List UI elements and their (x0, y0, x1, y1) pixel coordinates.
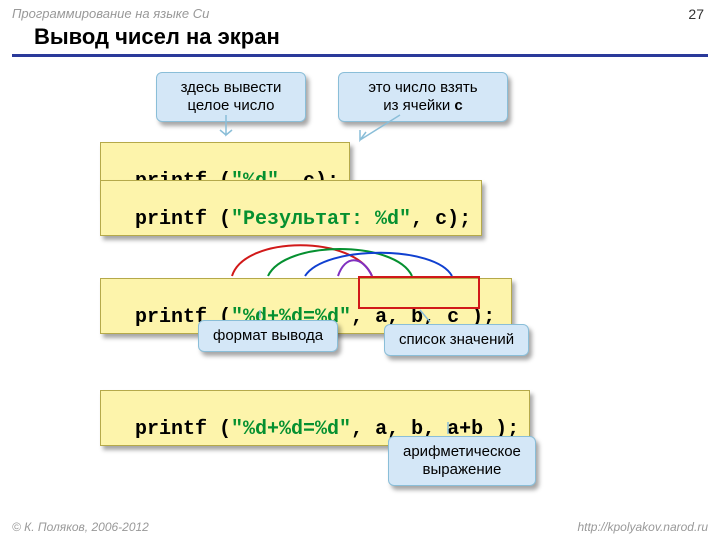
callout-text: целое число (188, 97, 275, 114)
callout-format: формат вывода (198, 320, 338, 352)
callout-integer: здесь вывести целое число (156, 72, 306, 122)
code-text: , c); (411, 208, 471, 231)
callout-text: здесь вывести (181, 79, 282, 96)
slide-title: Вывод чисел на экран (34, 24, 280, 50)
callout-text: из ячейки (383, 97, 454, 114)
code-format: "Результат: %d" (231, 208, 411, 231)
callout-text: арифметическое (403, 443, 521, 460)
callout-text: формат вывода (213, 327, 323, 344)
callout-text: выражение (423, 461, 502, 478)
code-text: printf ( (135, 208, 231, 231)
callout-text: это число взять (368, 79, 477, 96)
callout-cell-c: это число взять из ячейки c (338, 72, 508, 122)
top-label: Программирование на языке Си (12, 6, 209, 21)
page-number: 27 (688, 6, 704, 22)
code-printf-2: printf ("Результат: %d", c); (100, 180, 482, 236)
callout-bold-c: c (454, 97, 462, 114)
callout-text: список значений (399, 331, 514, 348)
title-rule (12, 54, 708, 57)
callout-values: список значений (384, 324, 529, 356)
callout-expression: арифметическое выражение (388, 436, 536, 486)
footer-url: http://kpolyakov.narod.ru (577, 520, 708, 534)
code-format: "%d+%d=%d" (231, 418, 351, 441)
code-text: printf ( (135, 418, 231, 441)
footer-copyright: © К. Поляков, 2006-2012 (12, 520, 149, 534)
highlight-args-frame (358, 276, 480, 309)
